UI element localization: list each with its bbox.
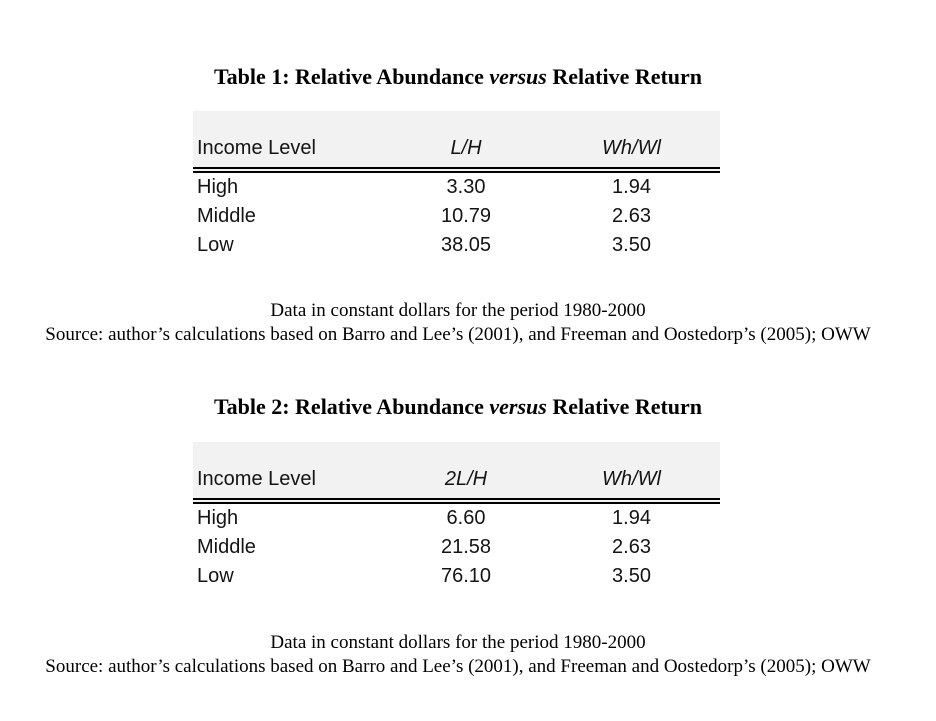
table-row: Middle 10.79 2.63 bbox=[193, 202, 720, 231]
table1-header: Income Level L/H Wh/Wl bbox=[193, 111, 720, 173]
data-note-line: Data in constant dollars for the period … bbox=[270, 300, 646, 321]
table1-title: Table 1: Relative Abundance versus Relat… bbox=[0, 64, 916, 90]
table1-title-suffix: Relative Return bbox=[546, 64, 703, 89]
table1-title-prefix: Table 1: Relative Abundance bbox=[213, 64, 490, 89]
table-row: High 6.60 1.94 bbox=[193, 504, 720, 533]
table1-title-versus: versus bbox=[489, 64, 547, 89]
wage-ratio-cell: 2.63 bbox=[612, 536, 651, 558]
wage-ratio-cell: 1.94 bbox=[612, 507, 651, 529]
source-note-line: Source: author’s calculations based on B… bbox=[45, 656, 871, 677]
wage-ratio-cell: 3.50 bbox=[612, 565, 651, 587]
table1-body: High 3.30 1.94 Middle 10.79 2.63 Low 38.… bbox=[193, 173, 720, 260]
table2-title-suffix: Relative Return bbox=[546, 394, 703, 419]
column-header-income-level: Income Level bbox=[193, 111, 389, 173]
table2-header: Income Level 2L/H Wh/Wl bbox=[193, 442, 720, 504]
column-header-wage-ratio: Wh/Wl bbox=[543, 111, 720, 173]
abundance-ratio-cell: 76.10 bbox=[440, 565, 492, 587]
column-header-wage-ratio: Wh/Wl bbox=[543, 442, 720, 504]
table-row: Middle 21.58 2.63 bbox=[193, 533, 720, 562]
wage-ratio-cell: 2.63 bbox=[612, 205, 651, 227]
source-note-line: Source: author’s calculations based on B… bbox=[45, 324, 871, 345]
table1-notes: Data in constant dollars for the period … bbox=[0, 299, 916, 347]
income-level-cell: High bbox=[197, 176, 239, 198]
column-header-income-level: Income Level bbox=[193, 442, 389, 504]
table2-title-prefix: Table 2: Relative Abundance bbox=[213, 394, 490, 419]
income-level-cell: Middle bbox=[197, 536, 256, 558]
income-level-cell: Low bbox=[197, 565, 234, 587]
table2-notes: Data in constant dollars for the period … bbox=[0, 631, 916, 679]
data-note-line: Data in constant dollars for the period … bbox=[270, 632, 646, 653]
abundance-ratio-cell: 6.60 bbox=[446, 507, 486, 529]
table2-title: Table 2: Relative Abundance versus Relat… bbox=[0, 394, 916, 420]
table-row: Low 76.10 3.50 bbox=[193, 562, 720, 591]
abundance-return-table-2: Income Level 2L/H Wh/Wl High 6.60 1.94 M… bbox=[193, 442, 720, 591]
abundance-ratio-cell: 21.58 bbox=[440, 536, 492, 558]
header-row: Income Level 2L/H Wh/Wl bbox=[193, 442, 720, 504]
income-level-cell: Low bbox=[197, 234, 234, 256]
abundance-ratio-cell: 3.30 bbox=[446, 176, 486, 198]
wage-ratio-cell: 1.94 bbox=[612, 176, 651, 198]
column-header-abundance-ratio: L/H bbox=[389, 111, 543, 173]
table2-body: High 6.60 1.94 Middle 21.58 2.63 Low 76.… bbox=[193, 504, 720, 591]
abundance-return-table-1: Income Level L/H Wh/Wl High 3.30 1.94 Mi… bbox=[193, 111, 720, 260]
abundance-ratio-cell: 10.79 bbox=[440, 205, 492, 227]
wage-ratio-cell: 3.50 bbox=[612, 234, 651, 256]
income-level-cell: Middle bbox=[197, 205, 256, 227]
table2-title-versus: versus bbox=[489, 394, 547, 419]
column-header-abundance-ratio: 2L/H bbox=[389, 442, 543, 504]
income-level-cell: High bbox=[197, 507, 239, 529]
abundance-ratio-cell: 38.05 bbox=[440, 234, 492, 256]
table-row: High 3.30 1.94 bbox=[193, 173, 720, 202]
header-row: Income Level L/H Wh/Wl bbox=[193, 111, 720, 173]
table-row: Low 38.05 3.50 bbox=[193, 231, 720, 260]
